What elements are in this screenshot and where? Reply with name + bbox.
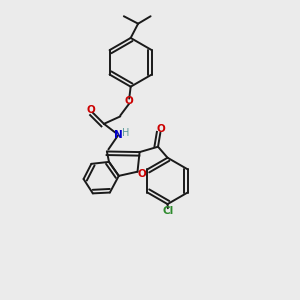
Text: H: H (122, 128, 130, 138)
Text: O: O (125, 96, 134, 106)
Text: N: N (114, 130, 123, 140)
Text: O: O (137, 169, 146, 179)
Text: Cl: Cl (162, 206, 173, 216)
Text: O: O (156, 124, 165, 134)
Text: O: O (86, 105, 95, 115)
